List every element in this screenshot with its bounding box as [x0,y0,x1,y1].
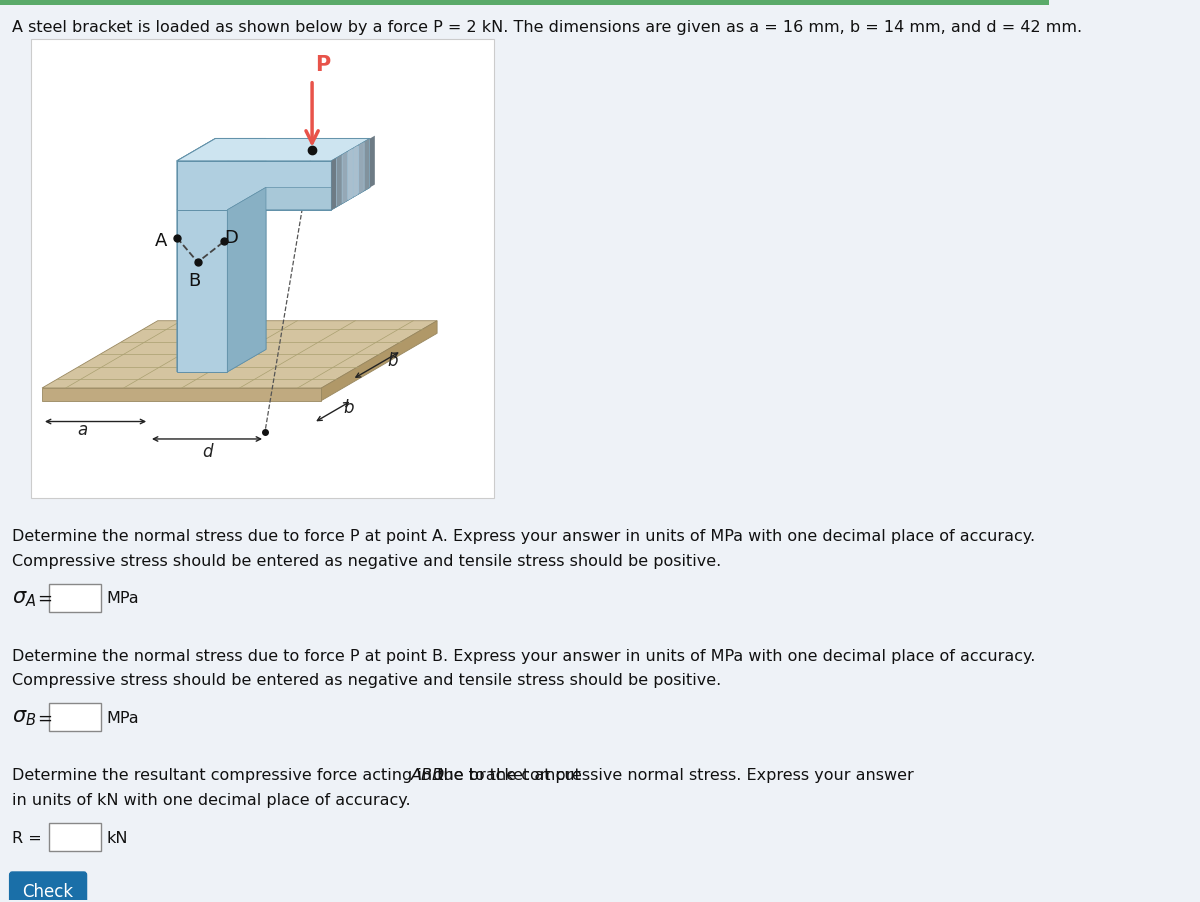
Text: $\sigma_A$: $\sigma_A$ [12,588,36,608]
Polygon shape [176,139,266,161]
Text: =: = [37,709,52,726]
Polygon shape [322,321,437,401]
Text: kN: kN [107,830,128,844]
FancyBboxPatch shape [49,824,102,851]
Text: Check: Check [23,882,73,900]
Polygon shape [228,189,370,210]
Polygon shape [331,159,336,210]
Text: a: a [77,421,88,439]
Text: A steel bracket is loaded as shown below by a force P = 2 kN. The dimensions are: A steel bracket is loaded as shown below… [12,20,1082,35]
Text: due to the compressive normal stress. Express your answer: due to the compressive normal stress. Ex… [427,768,913,782]
Text: ABD: ABD [410,768,445,782]
Text: $\sigma_B$: $\sigma_B$ [12,707,37,728]
Text: in units of kN with one decimal place of accuracy.: in units of kN with one decimal place of… [12,792,410,807]
FancyBboxPatch shape [30,40,494,498]
Polygon shape [176,161,228,373]
Polygon shape [176,139,216,373]
Text: Determine the resultant compressive force acting in the bracket at cut: Determine the resultant compressive forc… [12,768,587,782]
Text: MPa: MPa [107,710,139,725]
Polygon shape [228,139,266,373]
FancyBboxPatch shape [49,584,102,612]
Polygon shape [370,136,374,189]
Polygon shape [176,139,370,161]
Text: b: b [343,398,354,416]
Text: R =: R = [12,830,42,844]
Text: P: P [316,55,331,75]
Text: Determine the normal stress due to force P at point B. Express your answer in un: Determine the normal stress due to force… [12,648,1036,663]
Text: MPa: MPa [107,591,139,605]
Text: Compressive stress should be entered as negative and tensile stress should be po: Compressive stress should be entered as … [12,673,721,687]
Text: D: D [224,229,239,247]
Polygon shape [337,156,342,207]
Polygon shape [42,389,322,401]
FancyBboxPatch shape [10,872,86,902]
Text: b: b [388,352,397,370]
Bar [0,0,1049,6]
Text: d: d [202,443,212,460]
Text: Compressive stress should be entered as negative and tensile stress should be po: Compressive stress should be entered as … [12,553,721,568]
Polygon shape [348,150,353,201]
Polygon shape [365,140,370,191]
Polygon shape [42,321,437,389]
Polygon shape [342,152,347,204]
Text: =: = [37,589,52,607]
Polygon shape [176,189,370,210]
Text: Determine the normal stress due to force P at point A. Express your answer in un: Determine the normal stress due to force… [12,529,1036,543]
Polygon shape [331,139,370,210]
Polygon shape [176,161,331,210]
Polygon shape [359,143,364,195]
Polygon shape [228,189,266,373]
FancyBboxPatch shape [49,704,102,732]
Text: B: B [188,272,200,290]
Polygon shape [354,146,359,198]
Text: A: A [155,232,167,250]
